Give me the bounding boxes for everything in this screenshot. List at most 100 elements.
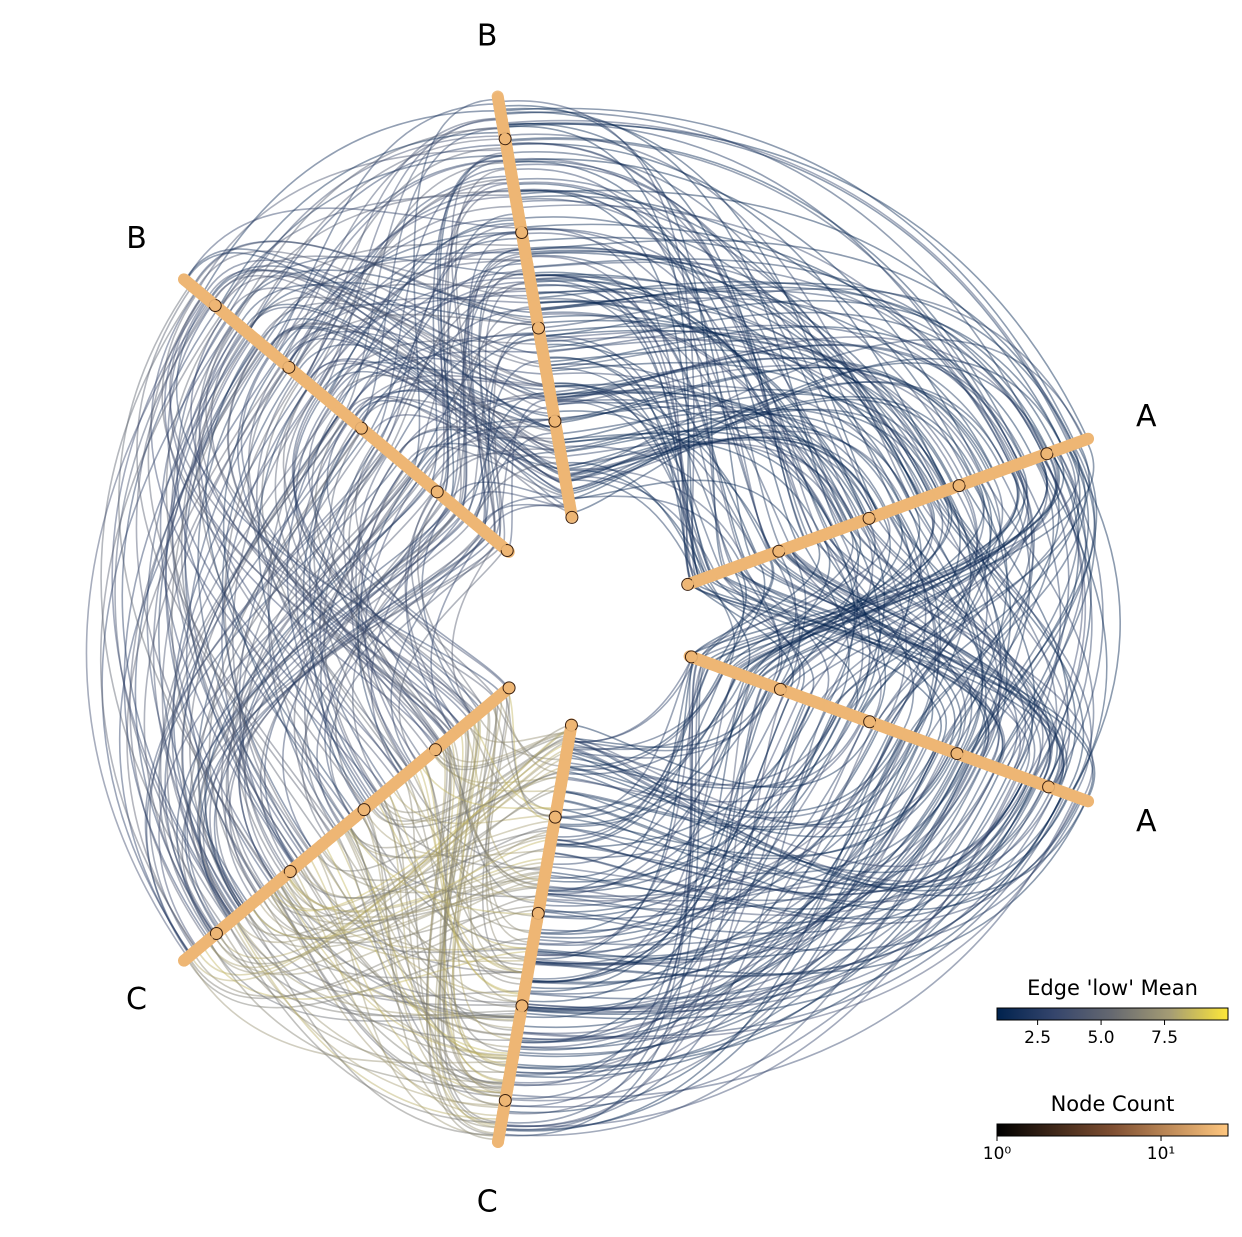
edge: [224, 376, 313, 854]
edge: [272, 283, 532, 355]
edge: [184, 336, 306, 860]
edge: [314, 735, 570, 872]
edge: [1025, 455, 1084, 780]
edge: [535, 289, 1045, 456]
edge: [392, 784, 536, 932]
edge: [503, 125, 692, 584]
edge: [548, 383, 863, 522]
edge: [568, 479, 803, 544]
edge: [299, 862, 517, 1036]
node: [505, 1061, 518, 1074]
edge: [968, 470, 1031, 759]
edge: [448, 481, 569, 503]
edge: [347, 822, 542, 898]
edge: [267, 889, 520, 1021]
edge: [187, 957, 513, 1064]
edge: [485, 701, 534, 944]
edge: [551, 398, 759, 560]
node: [691, 574, 704, 587]
edge: [516, 759, 976, 1041]
edge: [511, 734, 907, 1069]
edge: [206, 269, 561, 454]
colorbar-title: Node Count: [1051, 1092, 1175, 1116]
edge: [388, 273, 530, 452]
edge: [529, 274, 746, 565]
edge: [280, 878, 530, 963]
edge: [512, 181, 816, 539]
edge: [826, 531, 856, 707]
edge: [820, 535, 1001, 766]
edge: [327, 290, 533, 401]
edge: [295, 343, 557, 428]
edge: [188, 894, 542, 1000]
edge: [516, 733, 905, 1041]
edge: [227, 342, 458, 733]
edge: [404, 490, 462, 730]
edge: [874, 465, 1030, 725]
edge: [837, 529, 1058, 787]
edge: [318, 834, 553, 881]
edge: [553, 680, 759, 826]
node: [502, 681, 516, 695]
edge: [368, 740, 569, 826]
colorbar-tick-label: 10¹: [1147, 1144, 1175, 1164]
edge: [208, 428, 364, 899]
edge: [458, 491, 571, 511]
edge: [689, 449, 1065, 657]
edge: [548, 382, 706, 579]
edge: [722, 567, 745, 669]
edge: [354, 441, 498, 699]
node: [960, 751, 973, 764]
edge: [273, 766, 565, 911]
edge: [425, 320, 538, 483]
edge: [465, 391, 550, 517]
edge: [526, 672, 736, 984]
edge: [521, 754, 963, 1012]
edge: [321, 119, 502, 396]
edge: [928, 496, 1002, 762]
edge: [451, 541, 498, 719]
edge: [292, 393, 475, 718]
edge: [159, 405, 336, 935]
node: [495, 1114, 508, 1127]
edge: [457, 451, 561, 510]
edge: [521, 767, 998, 1011]
edge: [571, 723, 876, 789]
edge: [515, 197, 828, 535]
edge: [540, 756, 969, 911]
edge: [234, 917, 509, 1085]
edge: [259, 318, 567, 485]
edge: [530, 660, 704, 956]
edge: [545, 325, 1035, 459]
edge: [190, 313, 463, 728]
edge: [357, 398, 560, 448]
edge: [357, 472, 416, 776]
edge: [439, 155, 509, 503]
edge: [886, 511, 940, 739]
axis-label: A: [1136, 399, 1157, 434]
edge: [481, 690, 528, 974]
edge: [159, 316, 296, 868]
edge: [213, 783, 561, 965]
edge: [167, 303, 387, 792]
edge: [559, 408, 923, 500]
edges: [85, 98, 1121, 1141]
edge: [524, 741, 927, 995]
edge: [545, 367, 708, 578]
edge: [343, 825, 522, 1008]
edge: [532, 696, 801, 945]
edge: [511, 772, 1010, 1070]
edge: [500, 740, 922, 1131]
edge: [215, 520, 473, 908]
edge: [199, 534, 489, 923]
edge: [304, 498, 447, 833]
edge: [360, 464, 420, 765]
edge: [207, 939, 521, 1022]
edge: [204, 483, 429, 912]
edge: [559, 736, 914, 828]
edge: [833, 473, 1004, 710]
edge: [548, 382, 723, 573]
edge: [1035, 457, 1108, 796]
edge: [1051, 450, 1104, 789]
node: [493, 689, 506, 702]
